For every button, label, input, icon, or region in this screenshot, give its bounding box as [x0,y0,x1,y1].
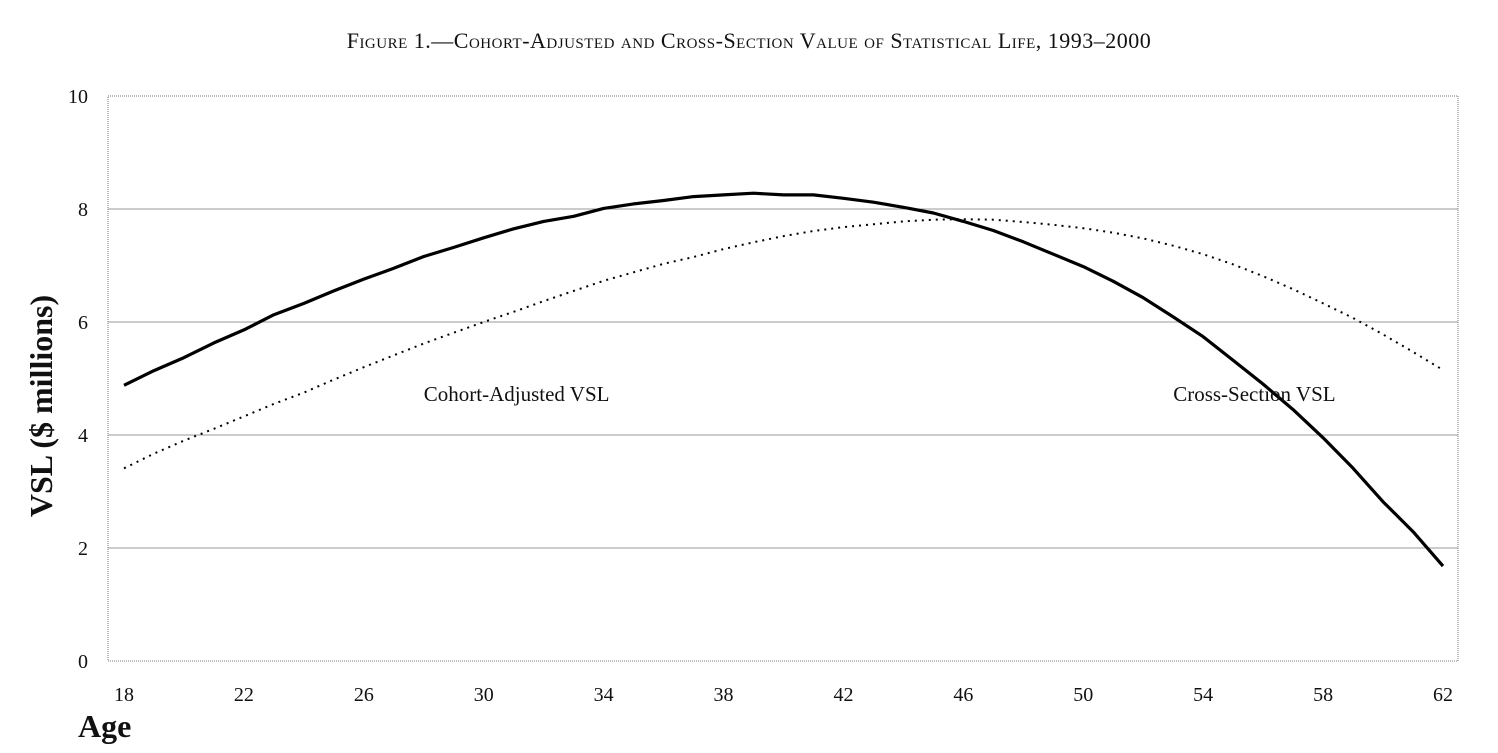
x-tick-label-62: 62 [1433,684,1453,706]
series-line-2-dotted [123,218,1444,470]
y-tick-label-10: 10 [68,86,88,108]
x-tick-label-22: 22 [234,684,254,706]
annotations: Cohort-Adjusted VSL Cross-Section VSL [424,382,1336,406]
plot-frame [107,95,1459,662]
y-axis-ticks: 0 2 4 6 8 10 [68,86,88,673]
x-axis-ticks: 18 22 26 30 34 38 42 46 50 54 58 62 [114,684,1453,706]
y-tick-label-8: 8 [78,199,88,221]
x-tick-label-42: 42 [833,684,853,706]
annotation-1: Cohort-Adjusted VSL [424,382,610,406]
x-tick-label-58: 58 [1313,684,1333,706]
series-line-1-solid [123,191,1445,568]
grid-lines [108,208,1458,549]
x-tick-label-50: 50 [1073,684,1093,706]
x-tick-label-30: 30 [474,684,494,706]
y-tick-label-2: 2 [78,538,88,560]
series-group [123,191,1445,568]
chart-title: Figure 1.—Cohort-Adjusted and Cross-Sect… [346,28,1152,53]
x-axis-label: Age [78,708,131,744]
y-tick-label-6: 6 [78,312,88,334]
x-tick-label-26: 26 [354,684,374,706]
y-tick-label-4: 4 [78,425,88,447]
y-axis-label: VSL ($ millions) [23,295,59,517]
annotation-2: Cross-Section VSL [1173,382,1335,406]
x-tick-label-38: 38 [714,684,734,706]
x-tick-label-46: 46 [953,684,973,706]
x-tick-label-34: 34 [594,684,614,706]
y-tick-label-0: 0 [78,651,88,673]
x-tick-label-18: 18 [114,684,134,706]
x-tick-label-54: 54 [1193,684,1213,706]
